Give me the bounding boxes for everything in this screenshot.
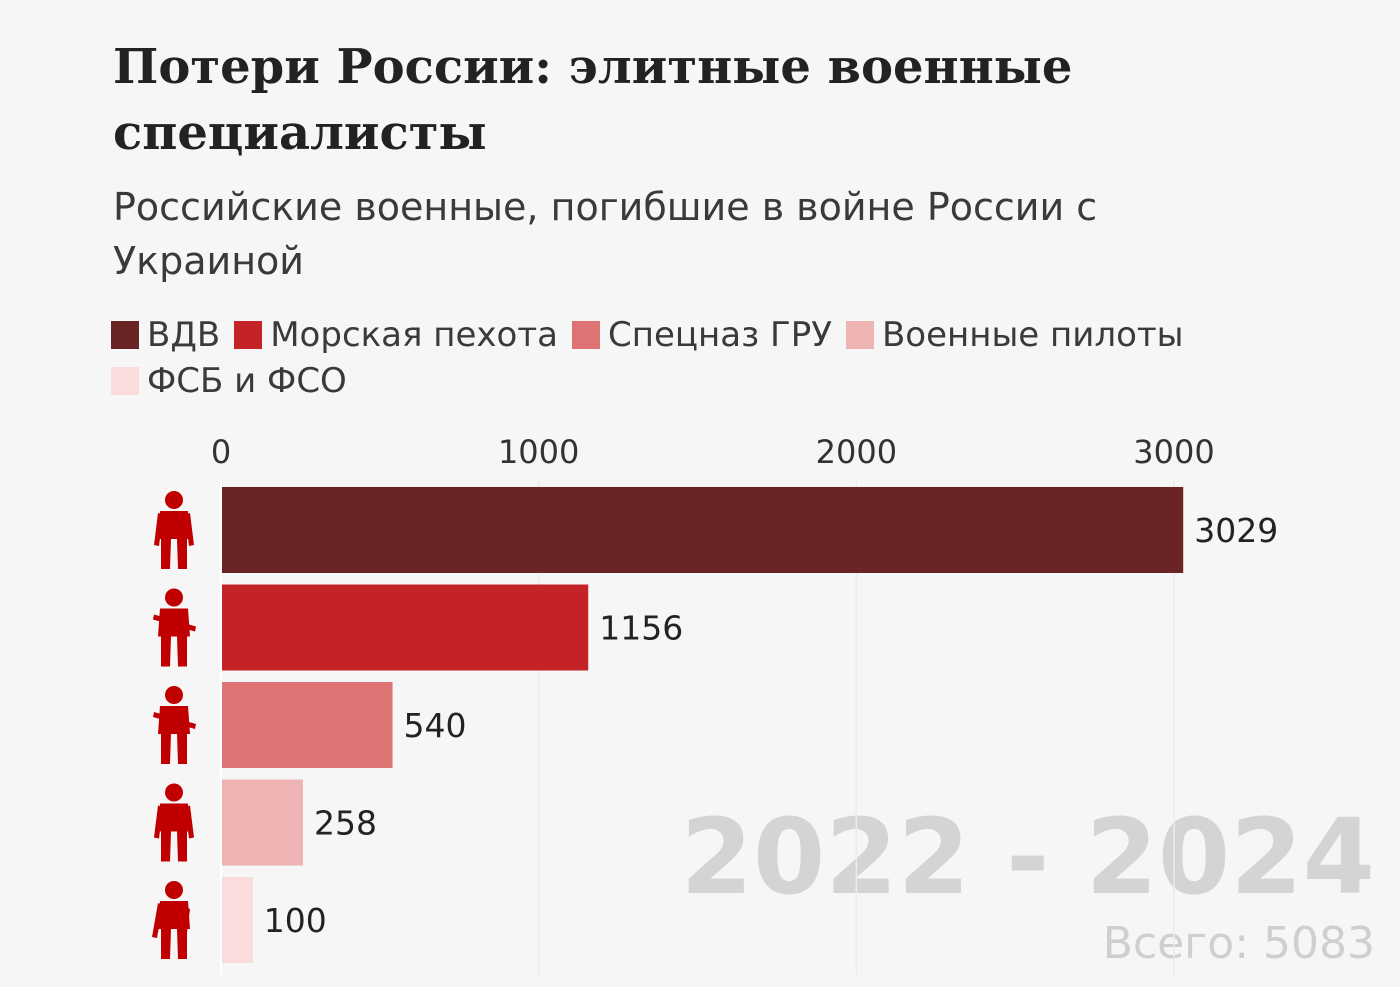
torso [158,511,190,539]
x-tick-label: 0 [211,433,231,471]
leg [177,636,187,667]
torso [158,803,190,832]
legend-item: ФСБ и ФСО [111,360,347,402]
head [165,881,183,899]
arm [154,805,163,839]
leg [161,929,171,959]
chart-subtitle: Российские военные, погибшие в войне Рос… [113,185,1098,283]
legend: ВДВ Морская пехота Спецназ ГРУ Военные пило… [111,314,1291,402]
arm [152,903,163,938]
bar [221,779,303,866]
legend-label: ФСБ и ФСО [147,361,347,401]
rifle [153,614,196,632]
legend-item: ВДВ [111,314,220,356]
bar-value-label: 3029 [1194,511,1278,550]
legend-label: Спецназ ГРУ [607,315,832,355]
leg [161,539,171,569]
chart-title: Потери России: элитные военные специалис… [113,39,1073,161]
bar [221,487,1184,573]
legend-label: ВДВ [147,315,221,355]
bar [221,877,253,963]
legend-swatch [845,321,874,349]
leg [177,734,187,764]
special-forces-icon [153,686,196,764]
head [165,783,183,802]
x-tick-label: 1000 [498,433,579,471]
x-tick-label: 2000 [816,433,897,471]
bar [221,682,393,768]
bar-value-label: 1156 [599,609,683,648]
arm [185,805,194,839]
bar-value-label: 100 [264,901,327,940]
leg [177,539,187,569]
pilot-icon [154,783,194,862]
arm [185,513,194,546]
legend-item: Военные пилоты [845,314,1184,356]
paratrooper-icon [154,491,194,569]
total-label: Всего: 5083 [1103,918,1375,969]
rifle [180,907,190,956]
legend-label: Военные пилоты [881,315,1184,355]
x-tick-label: 3000 [1133,433,1214,471]
leg [161,734,171,764]
leg [177,831,187,862]
rifle [153,712,196,729]
bar-value-label: 540 [404,706,467,745]
leg [161,636,171,667]
legend-swatch [571,321,600,349]
head [165,588,183,607]
legend-label: Морская пехота [270,315,558,355]
bar [221,584,589,671]
security-officer-icon [152,881,190,959]
period-label: 2022 - 2024 [681,796,1375,918]
head [165,491,183,509]
leg [161,831,171,862]
head [165,686,183,704]
legend-swatch [111,367,139,395]
legend-item: Морская пехота [234,314,558,356]
bar-value-label: 258 [314,804,377,843]
marine-icon [153,588,196,667]
arm [154,513,163,546]
legend-swatch [111,321,139,349]
legend-swatch [234,321,263,349]
legend-item: Спецназ ГРУ [571,314,832,356]
torso [158,901,190,929]
